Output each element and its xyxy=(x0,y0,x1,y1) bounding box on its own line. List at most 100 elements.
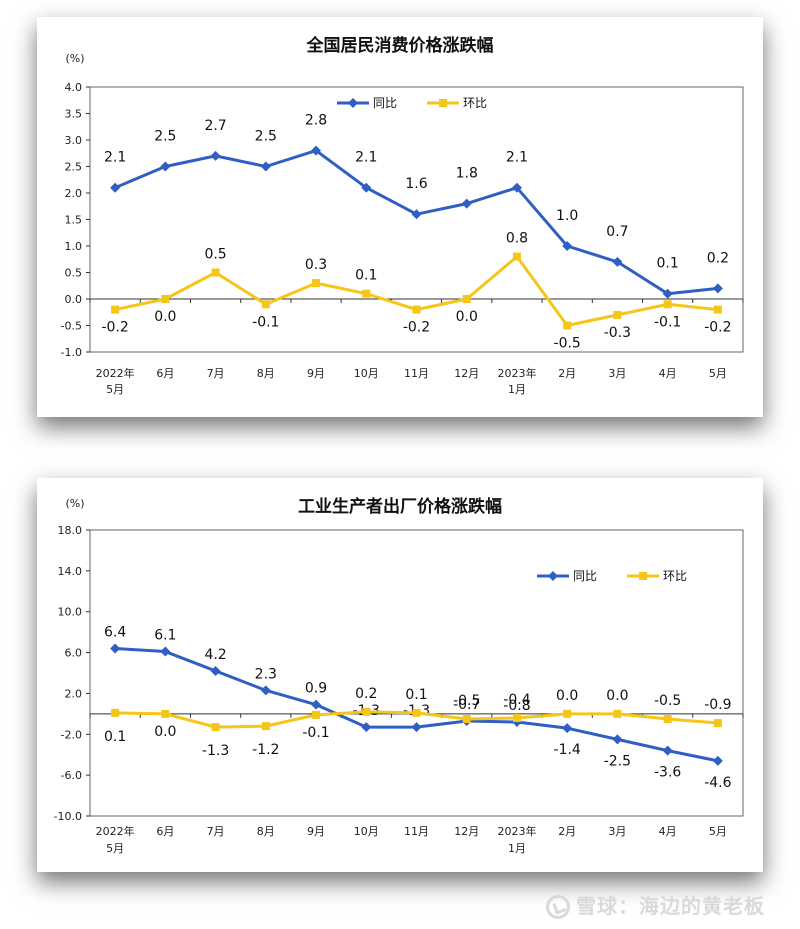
series-yoy: 6.46.14.22.30.9-1.3-1.3-0.7-0.8-1.4-2.5-… xyxy=(104,624,732,790)
data-label: -0.1 xyxy=(654,314,681,330)
y-tick-label: 3.0 xyxy=(65,134,83,147)
x-tick-label: 12月 xyxy=(454,825,479,838)
legend-label: 同比 xyxy=(373,96,397,110)
legend-marker xyxy=(639,572,647,580)
data-label: 2.5 xyxy=(255,129,277,145)
data-label: -0.4 xyxy=(503,692,530,708)
snowball-logo-icon xyxy=(546,895,570,919)
data-label: -0.1 xyxy=(252,314,279,330)
x-tick-label: 8月 xyxy=(257,367,275,380)
series-yoy: 2.1 2.5 2.7 2.5 2.8 2.1 1.6 1.8 2.1 1.0 0.7 0.1 0.2 xyxy=(104,113,729,299)
data-point xyxy=(312,710,321,719)
legend-marker xyxy=(439,99,447,107)
data-label: 0.3 xyxy=(305,257,327,273)
data-label: 0.8 xyxy=(506,231,528,247)
y-tick-label: 0.5 xyxy=(65,267,83,280)
data-point xyxy=(663,714,672,723)
data-point xyxy=(311,699,322,710)
cpi-chart: 全国居民消费价格涨跌幅 (%) 4.0 3.5 3.0 2.5 2.0 1.5 1.0 0.5 0.… xyxy=(61,35,744,396)
data-label: 6.4 xyxy=(104,624,126,640)
data-point xyxy=(563,709,572,718)
data-label: 0.0 xyxy=(154,309,176,325)
legend-label: 环比 xyxy=(663,569,687,583)
data-point xyxy=(612,256,623,267)
x-tick-label: 10月 xyxy=(354,367,379,380)
y-tick-label: -1.0 xyxy=(61,346,82,359)
x-tick-label: 9月 xyxy=(307,367,325,380)
data-point xyxy=(362,289,371,298)
x-tick-label: 2022年 xyxy=(96,366,135,380)
data-point xyxy=(511,182,522,193)
x-tick-label: 9月 xyxy=(307,825,325,838)
x-tick-label: 4月 xyxy=(659,367,677,380)
legend: 同比 环比 xyxy=(537,569,687,583)
y-tick-label: 18.0 xyxy=(58,524,83,537)
data-point xyxy=(311,145,322,156)
x-tick-label: 7月 xyxy=(207,367,225,380)
data-label: -0.2 xyxy=(704,320,731,336)
data-point xyxy=(361,722,372,733)
x-tick-label: 5月 xyxy=(709,825,727,838)
data-point xyxy=(211,268,220,277)
y-tick-label: 1.0 xyxy=(65,240,83,253)
y-tick-label: -6.0 xyxy=(61,769,82,782)
data-point xyxy=(211,723,220,732)
data-point xyxy=(462,295,471,303)
data-point xyxy=(712,283,723,294)
x-tick-label: 12月 xyxy=(454,367,479,380)
watermark-text: 雪球：海边的黄老板 xyxy=(576,894,765,918)
data-label: 1.8 xyxy=(456,166,478,182)
data-point xyxy=(111,305,120,314)
x-tick-label: 11月 xyxy=(404,825,429,838)
data-label: -0.5 xyxy=(453,693,480,709)
x-tick-label: 7月 xyxy=(207,825,225,838)
cpi-chart-panel: 全国居民消费价格涨跌幅 (%) 4.0 3.5 3.0 2.5 2.0 1.5 1.0 0.5 0.… xyxy=(37,17,763,417)
data-point xyxy=(411,722,422,733)
data-point xyxy=(663,300,672,309)
data-point xyxy=(713,305,722,314)
ppi-chart-panel: 工业生产者出厂价格涨跌幅 (%) 18.0 14.0 10.0 6.0 2.0 -2.0 -6.… xyxy=(37,478,763,872)
data-point xyxy=(612,734,623,745)
y-tick-label: 3.5 xyxy=(65,108,83,121)
plot-frame xyxy=(89,529,744,817)
data-label: 0.7 xyxy=(606,224,628,240)
data-point xyxy=(260,685,271,696)
data-point xyxy=(662,745,673,756)
data-label: -0.7 xyxy=(453,697,480,713)
data-label: -0.9 xyxy=(704,697,731,713)
ppi-chart: 工业生产者出厂价格涨跌幅 (%) 18.0 14.0 10.0 6.0 2.0 -2.0 -6.… xyxy=(54,496,744,855)
data-point xyxy=(160,646,171,657)
y-unit-label: (%) xyxy=(65,52,84,65)
data-label: -2.5 xyxy=(604,753,631,769)
data-point xyxy=(462,714,471,723)
x-tick-label: 1月 xyxy=(508,383,526,396)
data-point xyxy=(713,719,722,728)
y-tick-label: -2.0 xyxy=(61,728,82,741)
legend-marker xyxy=(348,98,358,108)
data-label: -1.2 xyxy=(252,742,279,758)
data-label: 0.0 xyxy=(556,688,578,704)
data-point xyxy=(412,708,421,717)
y-tick-label: 6.0 xyxy=(65,647,83,660)
x-tick-label: 3月 xyxy=(608,825,626,838)
x-tick-label: 2022年 xyxy=(96,824,135,838)
x-tick-label: 2023年 xyxy=(497,824,536,838)
x-tick-label: 5月 xyxy=(106,383,124,396)
x-tick-label: 8月 xyxy=(257,825,275,838)
data-label: 2.7 xyxy=(204,118,226,134)
data-point xyxy=(712,755,723,766)
x-tick-label: 4月 xyxy=(659,825,677,838)
data-label: 0.2 xyxy=(707,250,729,266)
chart-title: 全国居民消费价格涨跌幅 xyxy=(306,35,494,56)
data-label: -1.4 xyxy=(554,742,581,758)
data-point xyxy=(411,209,422,220)
data-point xyxy=(261,722,270,731)
data-label: 0.9 xyxy=(305,681,327,697)
data-label: 0.2 xyxy=(355,686,377,702)
x-tick-label: 3月 xyxy=(608,367,626,380)
data-point xyxy=(662,288,673,299)
y-unit-label: (%) xyxy=(65,497,84,510)
data-label: 0.0 xyxy=(606,688,628,704)
data-label: -0.5 xyxy=(554,336,581,352)
data-label: -0.3 xyxy=(604,325,631,341)
